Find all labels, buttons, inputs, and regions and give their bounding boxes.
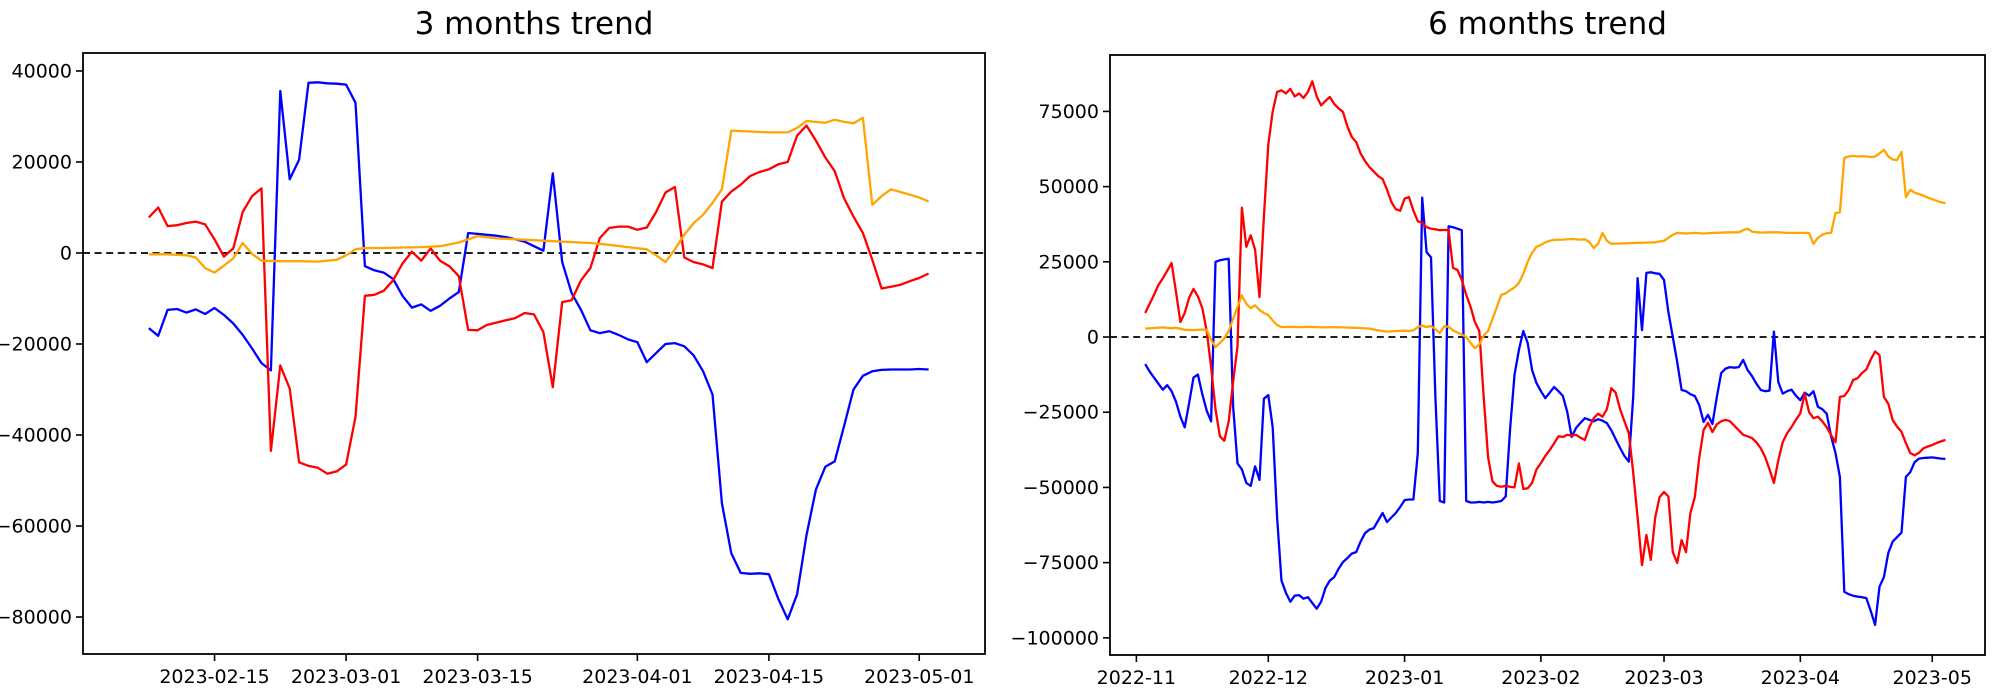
left-x-tick-label: 2023-02-15: [159, 666, 269, 688]
left-y-tick-label: −40000: [0, 424, 72, 446]
left-y-tick-label: 20000: [12, 151, 72, 173]
left-axes-box: [82, 52, 986, 655]
left-chart-title: 3 months trend: [414, 6, 654, 42]
right-y-tick-label: 25000: [1039, 251, 1099, 273]
right-y-tick-label: 50000: [1039, 176, 1099, 198]
left-x-tick-label: 2023-04-15: [714, 666, 824, 688]
right-y-tick-label: 0: [1087, 326, 1099, 348]
left-x-tick-label: 2023-03-15: [422, 666, 532, 688]
left-x-tick-label: 2023-04-01: [582, 666, 692, 688]
left-y-tick-label: −80000: [0, 606, 72, 628]
right-x-tick-label: 2022-12: [1229, 667, 1308, 689]
right-x-tick-label: 2023-04: [1761, 667, 1840, 689]
right-y-tick-label: −75000: [1023, 552, 1099, 574]
right-y-tick-label: −100000: [1011, 627, 1099, 649]
right-x-tick-label: 2023-02: [1501, 667, 1580, 689]
right-x-tick-label: 2023-03: [1624, 667, 1703, 689]
left-y-tick-label: 0: [60, 242, 72, 264]
right-x-tick-label: 2023-01: [1365, 667, 1444, 689]
left-blue-series-line: [148, 81, 929, 621]
right-chart-title: 6 months trend: [1428, 6, 1667, 42]
right-y-tick-label: −50000: [1023, 477, 1099, 499]
left-red-series-line: [147, 124, 930, 475]
right-red-series-line: [1144, 80, 1946, 567]
left-y-tick-label: 40000: [12, 60, 72, 82]
left-x-tick-label: 2023-05-01: [864, 666, 974, 688]
right-blue-series-line: [1144, 196, 1946, 627]
left-y-tick-label: −20000: [0, 333, 72, 355]
right-axes-box: [1109, 54, 1986, 656]
right-orange-series-line: [1145, 148, 1946, 350]
right-x-tick-label: 2023-05: [1893, 667, 1972, 689]
left-orange-series-line: [148, 116, 930, 274]
right-y-tick-label: −25000: [1023, 402, 1099, 424]
left-x-tick-label: 2023-03-01: [291, 666, 401, 688]
right-y-tick-label: 75000: [1039, 101, 1099, 123]
right-x-tick-label: 2022-11: [1097, 667, 1176, 689]
left-y-tick-label: −60000: [0, 515, 72, 537]
